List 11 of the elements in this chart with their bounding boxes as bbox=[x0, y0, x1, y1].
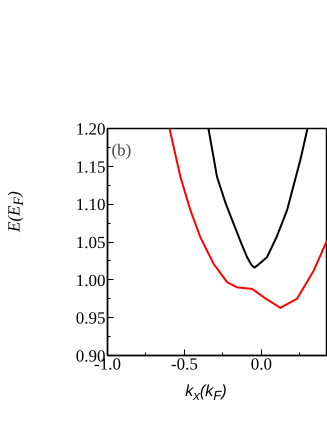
x-tick-label: -0.5 bbox=[170, 354, 198, 374]
line-series bbox=[168, 128, 327, 309]
y-tick-label: 1.10 bbox=[76, 195, 106, 214]
y-tick-label: 1.20 bbox=[76, 120, 106, 138]
y-tick-label: 1.00 bbox=[76, 270, 106, 290]
x-axis-title: k$_{x}$(k$_{F}$) bbox=[185, 382, 227, 406]
x-tick-label: 0.0 bbox=[250, 354, 272, 374]
y-tick-label: 1.05 bbox=[76, 233, 106, 252]
y-tick-label: 1.15 bbox=[76, 157, 106, 176]
y-tick-label: 0.95 bbox=[76, 308, 106, 328]
annotation: (b) bbox=[112, 140, 132, 160]
